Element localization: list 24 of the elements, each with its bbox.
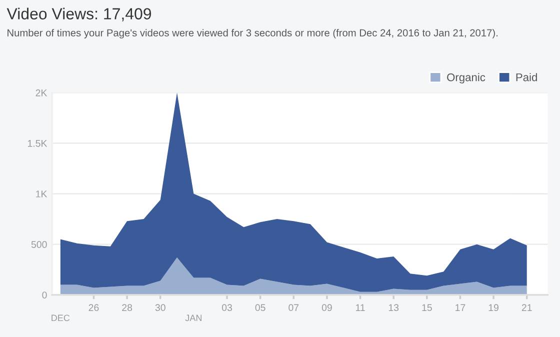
x-tick-label: 21	[522, 304, 532, 311]
legend-label: Paid	[516, 73, 537, 82]
x-tick-label: 09	[322, 304, 332, 312]
y-tick-label: 1K	[36, 190, 48, 198]
x-tick-label: 13	[388, 304, 399, 312]
x-tick-label: 26	[88, 304, 99, 312]
y-tick-label: 2K	[36, 89, 48, 96]
x-tick-label: 28	[122, 304, 132, 312]
legend-label: Organic	[447, 73, 486, 84]
x-tick-label: 11	[356, 304, 365, 311]
x2-tick-label: JAN	[185, 314, 202, 322]
x-tick-label: 30	[155, 304, 166, 312]
x-tick-label: 19	[488, 304, 498, 312]
x-tick-label: 03	[222, 304, 232, 312]
chart-title: Video Views: 17,409	[6, 8, 152, 22]
y-tick-label: 500	[31, 241, 47, 248]
x2-tick-label: DEC	[52, 314, 70, 322]
chart-subtitle: Number of times your Page's videos were viewed for 3 seconds or more (from Dec 24, 2016 to Jan 21, 2017).	[8, 28, 498, 38]
x-tick-label: 17	[456, 304, 466, 311]
x-tick-label: 15	[422, 304, 432, 312]
y-tick-label: 0	[42, 292, 47, 298]
x-tick-label: 07	[288, 304, 299, 312]
y-tick-label: 1.5K	[28, 140, 48, 147]
x-tick-label: 05	[255, 304, 266, 312]
